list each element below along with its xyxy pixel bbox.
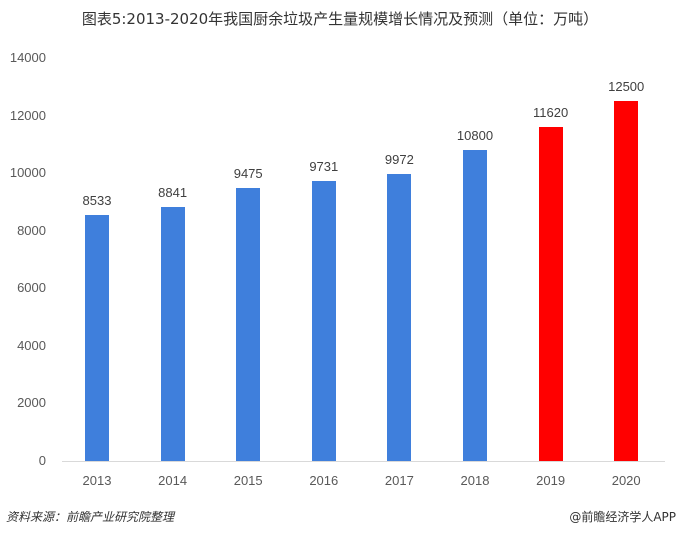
bar-2014 <box>160 206 185 461</box>
x-tick-label: 2014 <box>158 473 188 488</box>
y-tick-label: 4000 <box>17 337 46 353</box>
bar-2013 <box>85 215 109 461</box>
credit-note: @前瞻经济学人APP <box>569 510 676 524</box>
source-note: 资料来源：前瞻产业研究院整理 <box>6 510 175 524</box>
x-tick-label: 2015 <box>233 473 263 488</box>
x-tick-label: 2017 <box>384 473 414 488</box>
chart-title: 图表5:2013-2020年我国厨余垃圾产生量规模增长情况及预测（单位：万吨） <box>81 10 599 28</box>
bar-2019 <box>538 126 563 461</box>
data-label: 8841 <box>158 184 188 200</box>
x-tick-label: 2016 <box>309 473 339 488</box>
y-tick-label: 0 <box>38 453 46 468</box>
bar-2018 <box>463 150 487 461</box>
x-tick-label: 2013 <box>82 473 112 488</box>
bar-2016 <box>311 180 336 461</box>
bar-2015 <box>236 188 261 461</box>
y-tick-label: 8000 <box>17 222 46 238</box>
data-label: 9972 <box>384 151 414 167</box>
data-label: 10800 <box>456 128 494 144</box>
bar-2020 <box>614 101 639 461</box>
x-tick-label: 2020 <box>611 473 641 488</box>
y-tick-label: 10000 <box>9 165 46 181</box>
y-tick-label: 12000 <box>9 107 46 123</box>
data-label: 9731 <box>309 158 339 174</box>
x-tick-label: 2019 <box>536 473 566 488</box>
data-label: 8533 <box>82 193 112 209</box>
x-tick-label: 2018 <box>460 473 490 488</box>
y-tick-label: 2000 <box>17 395 46 411</box>
data-label: 9475 <box>233 166 263 182</box>
bar-2017 <box>387 173 412 461</box>
data-label: 12500 <box>608 79 645 95</box>
x-axis-line <box>62 461 665 462</box>
y-tick-label: 14000 <box>9 50 46 65</box>
data-label: 11620 <box>533 104 569 120</box>
y-tick-label: 6000 <box>17 280 46 296</box>
